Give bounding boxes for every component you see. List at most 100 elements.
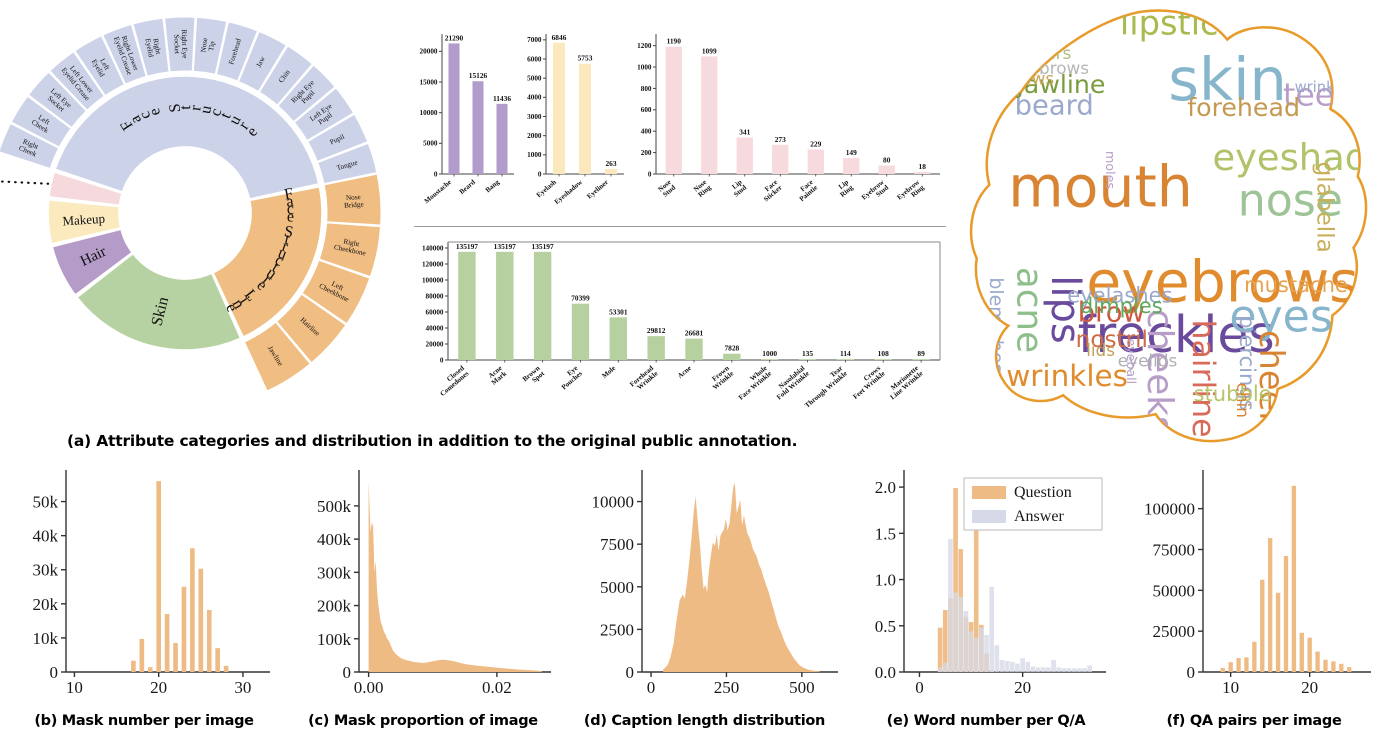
chart-d-panel: 0 2500 5000 7500 10000 0 250 500 [562,452,847,712]
skin-bar-chart: 0 20000 40000 60000 80000 100000 120000 140000 1… [422,241,941,410]
svg-text:263: 263 [605,159,616,168]
svg-text:400: 400 [641,128,652,136]
svg-text:108: 108 [878,349,889,358]
svg-text:brows: brows [1004,68,1054,88]
svg-text:20k: 20k [33,595,59,614]
svg-text:dimples: dimples [1080,293,1163,318]
svg-text:eyebrows: eyebrows [1086,249,1359,315]
chart-b-panel: 0 10k 20k 30k 40k 50k 10 20 30 [4,452,284,712]
svg-text:1000: 1000 [637,63,652,71]
svg-text:20: 20 [1301,678,1318,697]
svg-text:wrinkles: wrinkles [1006,359,1128,393]
svg-text:60000: 60000 [426,308,444,316]
makeup-bar-chart: 0 1000 2000 3000 4000 5000 6000 7000 6846 Eyelash… [527,33,624,206]
svg-text:20: 20 [150,678,167,697]
svg-text:135197: 135197 [456,242,478,251]
svg-text:0: 0 [915,678,924,697]
svg-text:30: 30 [234,678,251,697]
svg-text:229: 229 [810,140,821,149]
svg-text:1000: 1000 [527,151,542,159]
svg-text:1190: 1190 [667,37,682,46]
svg-text:2000: 2000 [527,132,542,140]
svg-text:10: 10 [1222,678,1239,697]
mask-number-chart: 0 10k 20k 30k 40k 50k 10 20 30 [33,470,270,697]
svg-text:10000: 10000 [420,109,438,117]
svg-text:6000: 6000 [527,55,542,63]
svg-text:Right: Right [151,38,162,55]
svg-text:0.00: 0.00 [354,678,384,697]
svg-text:eyeball: eyeball [1124,338,1139,384]
svg-text:5000: 5000 [423,140,438,148]
svg-text:eyelashes: eyelashes [1067,282,1172,307]
svg-text:1200: 1200 [637,42,652,50]
svg-text:chin: chin [1233,383,1253,418]
svg-text:Nose: Nose [199,37,209,53]
chart-c-panel: 0 100k 200k 300k 400k 500k 0.00 0.02 [283,452,563,712]
svg-text:Skin: Skin [149,295,173,328]
hair-bar-chart-panel: 0 5000 10000 15000 20000 21290 Moustache 15126 B… [408,22,518,222]
svg-text:3000: 3000 [527,113,542,121]
svg-text:40000: 40000 [426,324,444,332]
svg-text:glabella: glabella [1312,162,1338,253]
svg-text:a: a [285,193,294,211]
svg-text:forehead: forehead [1187,93,1300,122]
svg-text:nose: nose [1238,176,1343,227]
face-decoration-bar-chart-panel: 0 200 400 600 800 1000 1200 1190 Nose Stud 1099 Nos… [626,22,946,222]
svg-text:cheeks: cheeks [1139,309,1180,435]
svg-text:1.5: 1.5 [875,524,896,543]
svg-text:29812: 29812 [647,326,666,335]
svg-text:0: 0 [434,170,438,178]
caption-a: (a) Attribute categories and distributio… [67,432,798,450]
svg-text:20: 20 [1014,678,1031,697]
svg-text:Answer: Answer [1014,508,1064,525]
svg-text:stubble: stubble [1194,381,1272,406]
svg-text:135: 135 [802,349,813,358]
svg-text:20000: 20000 [420,48,438,56]
qa-pairs-chart: 0 25000 50000 75000 100000 10 20 [1144,470,1371,697]
svg-text:1.0: 1.0 [875,571,896,590]
svg-text:21290: 21290 [445,33,464,42]
svg-text:80000: 80000 [426,292,444,300]
svg-text:10k: 10k [33,629,59,648]
svg-text:11436: 11436 [493,94,511,103]
svg-text:0: 0 [648,170,652,178]
svg-text:t: t [217,110,235,121]
svg-text:beard: beard [1015,90,1094,121]
svg-text:7000: 7000 [527,36,542,44]
svg-text:26681: 26681 [685,329,704,338]
svg-text:200: 200 [641,149,652,157]
svg-text:Eyeliner: Eyeliner [585,178,610,200]
mask-proportion-chart: 0 100k 200k 300k 400k 500k 0.00 0.02 [317,470,551,697]
panel-divider [414,226,946,227]
svg-text:eyelids: eyelids [1118,351,1177,371]
svg-text:Acne: Acne [676,364,693,380]
svg-text:0.0: 0.0 [875,663,896,682]
svg-text:114: 114 [840,349,851,358]
svg-text:Beard: Beard [458,178,477,196]
svg-text:e: e [146,106,164,118]
svg-text:Mole: Mole [600,364,617,380]
svg-text:acne: acne [1008,267,1049,353]
svg-text:moles: moles [1103,151,1118,189]
svg-text:e: e [287,208,295,225]
wordcloud-panel: mouth eyebrows skin freckles noseeyeshadow ey… [962,0,1383,460]
caption-length-chart: 0 2500 5000 7500 10000 0 250 500 [592,470,838,697]
svg-text:30k: 30k [33,561,59,580]
svg-text:lipstick: lipstick [1120,3,1239,42]
makeup-bar-chart-panel: 0 1000 2000 3000 4000 5000 6000 7000 6846 Eyelash… [516,22,628,222]
caption-b: (b) Mask number per image [34,713,254,729]
svg-text:brow: brow [1078,298,1145,329]
svg-text:Eyelash: Eyelash [535,178,558,199]
svg-text:100k: 100k [317,630,352,649]
svg-text:0: 0 [538,170,542,178]
svg-text:1000: 1000 [762,349,777,358]
svg-text:eyeshadow: eyeshadow [1212,136,1383,179]
svg-text:mouth: mouth [1008,155,1192,221]
svg-text:Moustache: Moustache [423,178,453,205]
svg-text:400k: 400k [317,530,352,549]
svg-text:freckles: freckles [1078,305,1275,364]
svg-text:40k: 40k [33,527,59,546]
svg-text:Socket: Socket [172,34,181,54]
svg-text:c: c [207,106,225,118]
